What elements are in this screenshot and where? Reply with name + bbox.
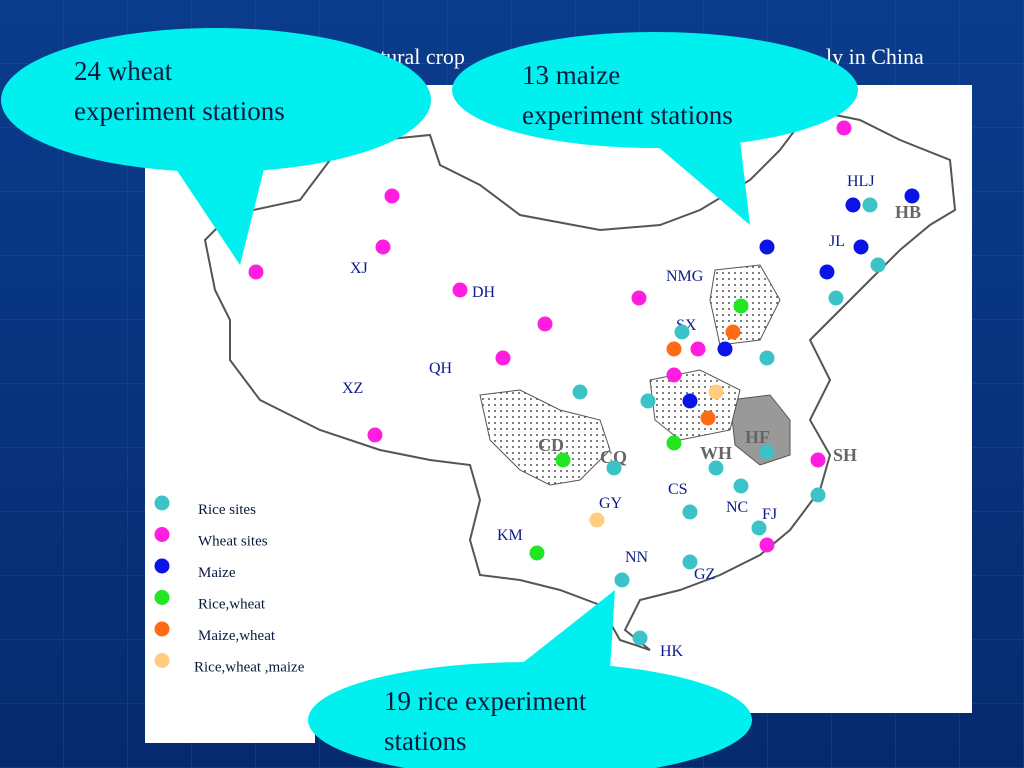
station [555,452,571,468]
legend-label: Maize [198,565,236,581]
station [836,120,852,136]
map-label: NMG [666,268,704,285]
map-label: GY [599,495,623,512]
station [529,545,545,561]
legend-marker [154,621,170,637]
station [614,572,630,588]
map-label: CS [668,481,688,498]
station [682,554,698,570]
station [384,188,400,204]
callout-line: 24 wheat [74,56,173,86]
station [537,316,553,332]
map-label: XZ [342,380,363,397]
station [759,444,775,460]
legend-label: Rice,wheat ,maize [194,660,305,676]
map-label: CQ [600,447,627,467]
legend-label: Wheat sites [198,534,268,550]
station [862,197,878,213]
station [589,512,605,528]
station [870,257,886,273]
legend-marker [154,558,170,574]
province [479,389,611,486]
station [733,478,749,494]
station [819,264,835,280]
station [751,520,767,536]
station [631,290,647,306]
map-label: WH [700,443,732,463]
station [717,341,733,357]
station [853,239,869,255]
station [640,393,656,409]
station [733,298,749,314]
map-label: HF [745,427,770,447]
callout-line: experiment stations [522,100,733,130]
callout: 24 wheat experiment stations [1,28,431,265]
station [666,435,682,451]
station [666,367,682,383]
legend-marker [154,495,170,511]
title-fragment: ly in China [826,44,924,69]
map-label: XJ [350,260,368,277]
station [682,504,698,520]
legend-marker [154,527,170,542]
callout: 19 rice experiment stations [308,590,752,768]
map-label: HB [895,202,921,222]
legend-label: Rice sites [198,502,256,518]
station [810,487,826,503]
map-label: NN [625,549,649,566]
station [810,452,826,468]
station [375,239,391,255]
station [700,410,716,426]
callout-line: experiment stations [74,96,285,126]
map-panel [145,700,315,743]
station [572,384,588,400]
station [708,384,724,400]
station [606,460,622,476]
map-label: NC [726,499,748,516]
map-label: DH [472,284,496,301]
map-label: FJ [762,506,777,523]
station [845,197,861,213]
station [495,350,511,366]
map-label: JL [829,233,845,250]
station [674,324,690,340]
station [690,341,706,357]
station [248,264,264,280]
map-label: HK [660,643,684,660]
station [666,341,682,357]
legend-label: Maize,wheat [198,628,276,644]
callout-line: 13 maize [522,60,620,90]
map-label: GZ [694,566,715,583]
station [708,460,724,476]
map-label: HLJ [847,173,875,190]
map-label: CD [538,435,564,455]
station [904,188,920,204]
map-label: KM [497,527,523,544]
station [759,350,775,366]
station [682,393,698,409]
station [725,324,741,340]
callout-line: 19 rice experiment [384,686,587,716]
station [367,427,383,443]
callout: 13 maize experiment stations [452,32,858,225]
callout-line: stations [384,726,467,756]
legend-marker [154,653,170,668]
province [729,394,791,466]
station [759,239,775,255]
station [632,630,648,646]
map-label: SH [833,445,857,465]
station [452,282,468,298]
legend-label: Rice,wheat [198,597,266,613]
legend-marker [154,590,170,605]
station [759,537,775,553]
station [828,290,844,306]
map-label: QH [429,360,453,377]
